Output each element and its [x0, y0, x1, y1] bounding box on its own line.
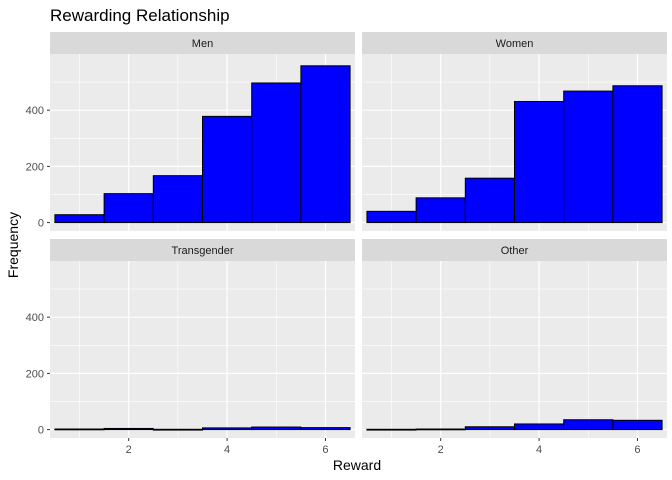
y-axis-title: Frequency	[5, 212, 21, 278]
histogram-bar	[300, 65, 351, 224]
facet-panel-men: Men 0 200 400	[26, 32, 355, 231]
histogram-bar	[251, 82, 302, 224]
y-tick-label: 200	[26, 368, 44, 380]
histogram-bar	[202, 115, 253, 224]
strip-label: Men	[192, 38, 213, 50]
strip-background	[362, 32, 667, 54]
histogram-bar	[514, 423, 565, 431]
x-tick-label: 4	[536, 444, 542, 456]
y-tick-label: 200	[26, 161, 44, 173]
x-tick-label: 2	[438, 444, 444, 456]
histogram-bar	[103, 427, 154, 431]
histogram-bar	[563, 419, 614, 431]
histogram-bar	[152, 428, 204, 431]
histogram-bar	[366, 210, 417, 224]
histogram-bar	[514, 100, 565, 224]
histogram-bar	[103, 193, 154, 224]
histogram-bar	[202, 427, 253, 431]
histogram-bar	[415, 197, 466, 224]
x-tick-label: 4	[224, 444, 230, 456]
histogram-bar	[464, 177, 516, 224]
panel-background	[50, 261, 355, 438]
y-tick-label: 400	[26, 105, 44, 117]
y-tick-label: 0	[38, 425, 44, 437]
x-tick-label: 6	[634, 444, 640, 456]
facet-panel-other: Other 2 4 6	[362, 239, 667, 456]
histogram-bar	[612, 85, 663, 224]
x-tick-label: 6	[322, 444, 328, 456]
histogram-bar	[54, 428, 105, 431]
facet-panel-transgender: Transgender 0 200 400 2 4 6	[26, 239, 355, 456]
histogram-bar	[152, 175, 204, 224]
histogram-bar	[612, 419, 663, 431]
strip-label: Other	[501, 245, 529, 257]
y-tick-label: 0	[38, 218, 44, 230]
panel-background	[362, 261, 667, 438]
histogram-bar	[366, 428, 417, 431]
strip-background	[50, 32, 355, 54]
histogram-bar	[415, 428, 466, 431]
strip-background	[50, 239, 355, 261]
histogram-bar	[300, 427, 351, 431]
strip-background	[362, 239, 667, 261]
chart-title: Rewarding Relationship	[50, 6, 230, 25]
x-axis-title: Reward	[333, 457, 381, 473]
histogram-bar	[563, 90, 614, 224]
histogram-bar	[464, 426, 516, 431]
histogram-bar	[54, 214, 105, 224]
x-tick-label: 2	[126, 444, 132, 456]
strip-label: Transgender	[172, 245, 234, 257]
histogram-bar	[251, 426, 302, 431]
strip-label: Women	[496, 38, 534, 50]
y-tick-label: 400	[26, 312, 44, 324]
facet-panel-women: Women	[362, 32, 667, 231]
